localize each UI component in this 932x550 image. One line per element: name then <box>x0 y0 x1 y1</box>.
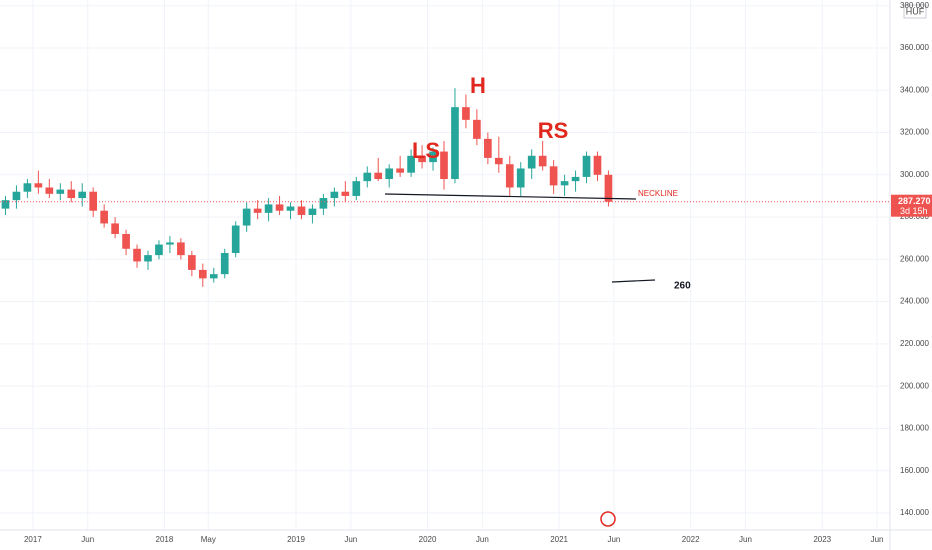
y-tick-label: 180.000 <box>900 424 929 433</box>
y-tick-label: 220.000 <box>900 339 929 348</box>
candle-body <box>220 253 229 275</box>
candle-body <box>604 174 613 202</box>
candle-body <box>352 181 361 196</box>
annotation: LS <box>412 138 440 163</box>
x-tick-label: 2022 <box>682 535 700 544</box>
candle-body <box>440 151 448 180</box>
candle-body <box>12 191 21 201</box>
candle-body <box>56 189 65 194</box>
y-tick-label: 240.000 <box>900 297 929 306</box>
grid <box>0 0 890 530</box>
x-tick-label: May <box>201 535 216 544</box>
y-tick-label: 200.000 <box>900 381 929 390</box>
candle-body <box>122 233 130 249</box>
candle-body <box>505 164 514 188</box>
candle-body <box>308 208 317 215</box>
candle-body <box>67 189 76 199</box>
candle-body <box>133 248 141 262</box>
candle-body <box>582 155 591 177</box>
candle-body <box>198 269 207 279</box>
candle-body <box>1 200 10 209</box>
neckline-drawing <box>384 193 637 200</box>
candle-body <box>45 187 54 194</box>
candle-body <box>231 225 240 254</box>
candle-body <box>78 191 87 199</box>
candle-body <box>527 155 536 169</box>
candle-body <box>429 151 437 163</box>
annotation: NECKLINE <box>638 189 678 198</box>
candle-body <box>341 191 350 196</box>
candle-body <box>275 204 284 211</box>
annotation: RS <box>538 118 569 143</box>
candle-body <box>407 155 415 173</box>
candle-body <box>166 242 174 245</box>
candle-body <box>396 168 404 173</box>
x-tick-label: Jun <box>476 535 489 544</box>
candle-body <box>155 244 163 256</box>
candle-body <box>209 274 218 279</box>
y-tick-label: 160.000 <box>900 466 929 475</box>
last-price-label: 287.270 <box>898 196 931 206</box>
x-tick-label: Jun <box>871 535 884 544</box>
y-tick-label: 360.000 <box>900 43 929 52</box>
candle-body <box>34 183 43 188</box>
x-tick-label: 2017 <box>24 535 42 544</box>
x-tick-label: 2018 <box>156 535 174 544</box>
annotation: 260 <box>674 281 691 292</box>
x-tick-label: 2021 <box>550 535 568 544</box>
currency: HUF <box>906 6 925 16</box>
candle-body <box>144 255 152 262</box>
candle-body <box>253 208 262 213</box>
target-drawing <box>611 279 656 283</box>
event-icon[interactable] <box>600 511 616 527</box>
x-tick-label: Jun <box>81 535 94 544</box>
countdown: 3d 15h <box>900 206 928 216</box>
currency-box <box>903 4 927 19</box>
candle-body <box>242 208 251 226</box>
candle-body <box>23 183 32 192</box>
candle-body <box>188 255 196 270</box>
y-tick-label: 300.000 <box>900 170 929 179</box>
candle-body <box>484 138 492 158</box>
candle-body <box>418 155 426 163</box>
x-tick-label: 2020 <box>419 535 437 544</box>
candle-body <box>111 223 119 234</box>
candle-body <box>538 155 547 167</box>
candle-body <box>374 172 383 180</box>
x-tick-label: 2019 <box>287 535 305 544</box>
y-tick-label: 140.000 <box>900 508 929 517</box>
candle-body <box>462 107 470 120</box>
candle-body <box>473 119 481 139</box>
candle-body <box>593 155 602 175</box>
candle-body <box>549 166 558 186</box>
y-tick-label: 260.000 <box>900 254 929 263</box>
candle-body <box>571 176 580 182</box>
x-tick-label: Jun <box>739 535 752 544</box>
candle-body <box>330 191 339 199</box>
annotation: H <box>470 73 486 98</box>
candle-body <box>385 168 394 180</box>
x-tick-label: 2023 <box>813 535 831 544</box>
candle-body <box>100 210 108 224</box>
y-tick-label: 320.000 <box>900 128 929 137</box>
x-tick-label: Jun <box>607 535 620 544</box>
y-tick-label: 380.000 <box>900 1 929 10</box>
candle-body <box>264 204 273 213</box>
candle-body <box>177 242 185 256</box>
candle-body <box>286 206 295 211</box>
last-price-box <box>891 194 932 217</box>
candle-body <box>516 168 525 188</box>
candle-body <box>319 198 328 209</box>
plot <box>1 88 613 287</box>
candle-body <box>560 181 569 186</box>
candle-body <box>494 157 503 165</box>
candle-body <box>363 172 372 182</box>
candle-body <box>297 206 306 215</box>
y-tick-label: 340.000 <box>900 85 929 94</box>
x-tick-label: Jun <box>344 535 357 544</box>
candle-body <box>451 107 459 180</box>
